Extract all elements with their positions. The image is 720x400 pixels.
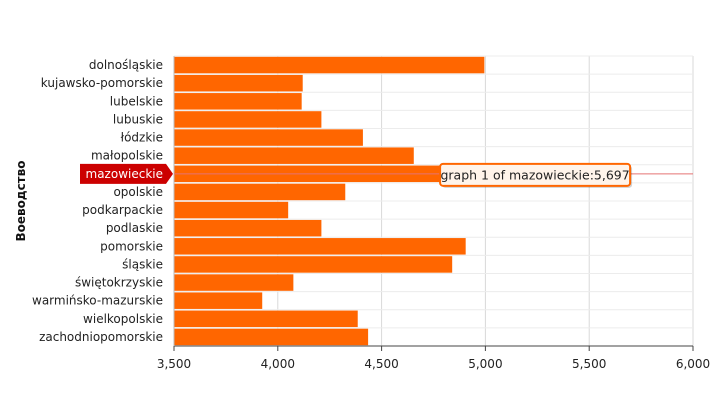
category-label: warmińsko-mazurskie xyxy=(32,294,163,308)
x-tick-label: 6,000 xyxy=(676,357,710,371)
bar[interactable] xyxy=(174,238,466,255)
bar[interactable] xyxy=(174,147,414,164)
bar[interactable] xyxy=(174,183,346,201)
highlight-marker-shape xyxy=(80,163,173,184)
category-label: pomorskie xyxy=(100,239,163,253)
category-label: kujawsko-pomorskie xyxy=(41,76,163,90)
bar[interactable] xyxy=(174,93,302,110)
category-label: mazowieckie xyxy=(86,167,163,181)
bar[interactable] xyxy=(174,219,322,237)
category-label: świętokrzyskie xyxy=(75,276,163,290)
category-label: podkarpackie xyxy=(82,203,163,217)
category-labels: dolnośląskie kujawsko-pomorskie lubelskie l… xyxy=(32,58,163,344)
bar[interactable] xyxy=(174,56,485,74)
x-tick-label: 4,500 xyxy=(364,357,398,371)
highlight-marker xyxy=(80,163,173,184)
bar[interactable] xyxy=(174,256,453,273)
x-tick-label: 5,500 xyxy=(572,357,606,371)
x-tick-label: 4,000 xyxy=(261,357,295,371)
bar[interactable] xyxy=(174,74,303,92)
x-tick-label: 5,000 xyxy=(468,357,502,371)
bar[interactable] xyxy=(174,129,363,146)
bar[interactable] xyxy=(174,201,289,219)
category-label: śląskie xyxy=(122,257,163,271)
tooltip: graph 1 of mazowieckie:5,697 xyxy=(174,162,693,188)
category-label: dolnośląskie xyxy=(89,58,163,72)
bar[interactable] xyxy=(174,328,369,346)
category-label: łódzkie xyxy=(121,131,163,145)
category-label: podlaskie xyxy=(106,221,163,235)
tooltip-box xyxy=(439,162,632,187)
bar[interactable] xyxy=(174,292,263,309)
x-axis-ticks: 3,500 4,000 4,500 5,000 5,500 6,000 xyxy=(157,346,710,371)
category-label: lubelskie xyxy=(110,94,163,108)
bar-series xyxy=(174,56,631,346)
x-tick-label: 3,500 xyxy=(157,357,191,371)
category-label: lubuskie xyxy=(113,112,163,126)
bar[interactable] xyxy=(174,310,358,328)
bar[interactable] xyxy=(174,274,294,291)
category-label: małopolskie xyxy=(91,149,163,163)
tooltip-text: graph 1 of mazowieckie:5,697 xyxy=(440,167,629,182)
category-label: opolskie xyxy=(113,185,163,199)
category-label: zachodniopomorskie xyxy=(39,330,163,344)
y-axis-title: Воеводство xyxy=(14,161,28,242)
category-label: wielkopolskie xyxy=(83,312,163,326)
bar[interactable] xyxy=(174,111,322,128)
